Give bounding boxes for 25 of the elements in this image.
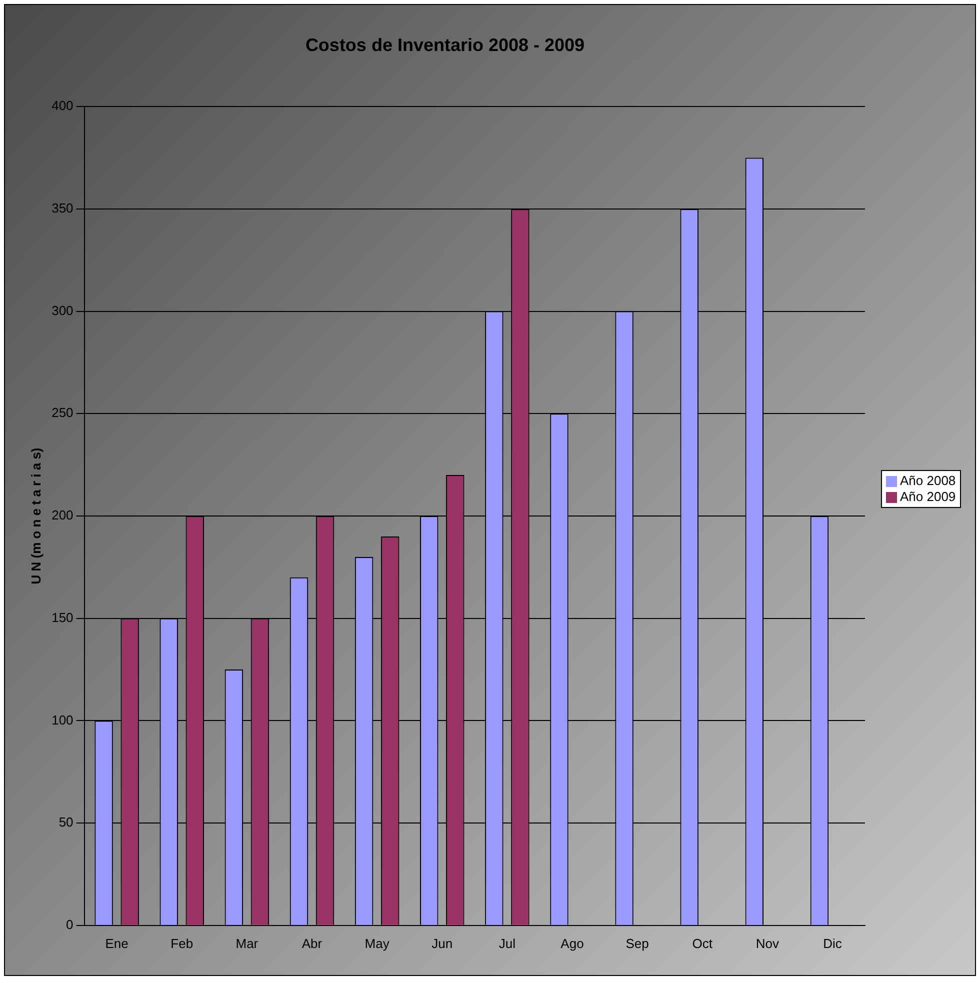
y-tick-label: 300: [52, 302, 74, 318]
legend-label: Año 2008: [900, 473, 956, 489]
y-tick-label: 50: [58, 814, 74, 830]
y-tick-label: 200: [52, 508, 74, 523]
legend-label: Año 2009: [900, 489, 956, 505]
x-tick-label: Ago: [560, 936, 584, 951]
x-tick-label: Dic: [823, 936, 842, 951]
x-tick-label: Jun: [432, 936, 453, 951]
x-tick-label: Jul: [498, 936, 516, 951]
y-tick-label: 400: [52, 98, 74, 114]
x-tick-label: Abr: [302, 936, 323, 951]
x-tick-label: Mar: [236, 936, 259, 951]
y-tick-label: 100: [52, 712, 74, 728]
x-tick-label: Feb: [170, 936, 194, 951]
y-axis-title: U N (m o n e t a r i a s): [28, 448, 44, 584]
x-tick-label: Ene: [105, 936, 128, 951]
y-tick-label: 150: [52, 610, 74, 625]
x-tick-label: Oct: [692, 936, 713, 951]
x-tick-label: Sep: [626, 936, 649, 951]
y-tick-label: 0: [66, 916, 74, 932]
x-tick-label: Nov: [756, 936, 780, 951]
y-tick-label: 250: [52, 405, 74, 420]
x-tick-label: May: [364, 936, 390, 951]
y-tick-label: 350: [52, 200, 74, 216]
chart-title: Costos de Inventario 2008 - 2009: [305, 34, 585, 55]
